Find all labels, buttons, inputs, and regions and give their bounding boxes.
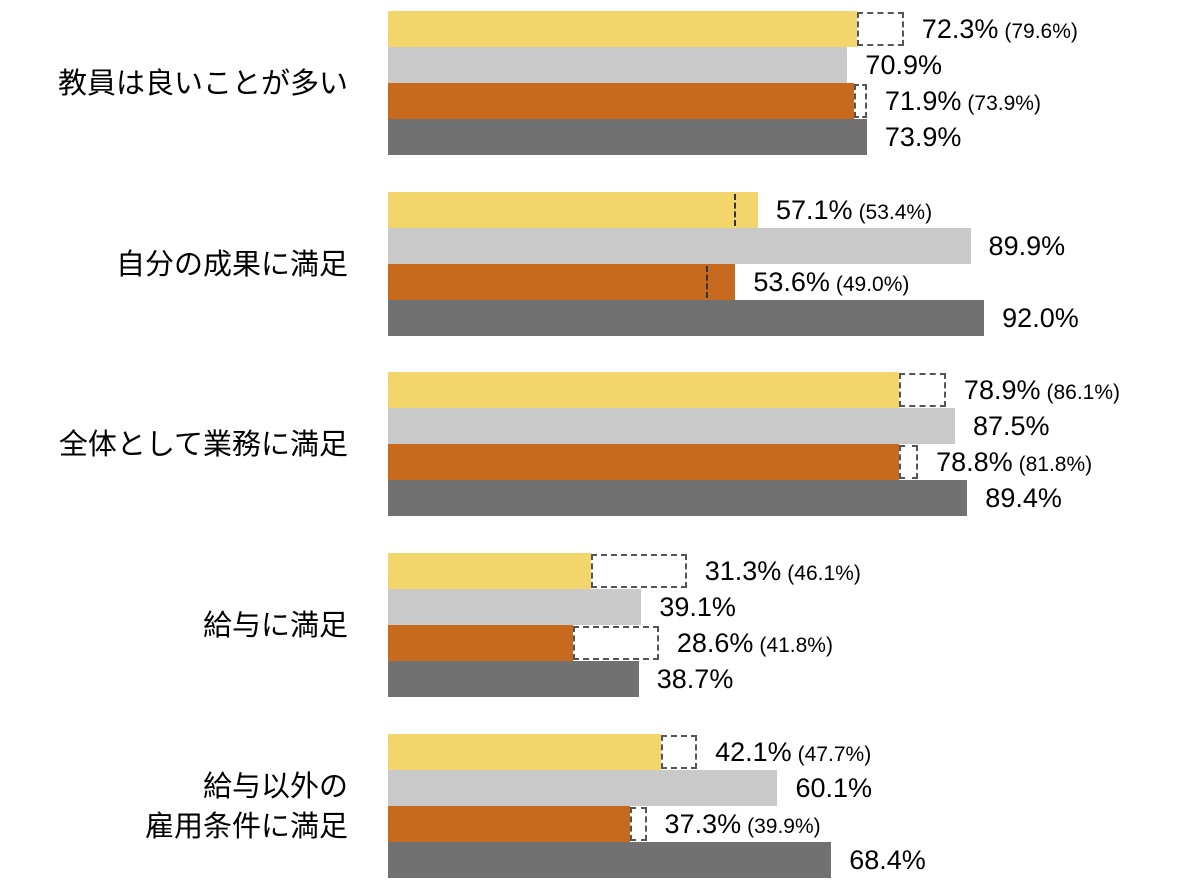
value-label: 31.3% (46.1%) xyxy=(705,553,861,592)
bar xyxy=(388,480,968,517)
value-text: 78.8% xyxy=(936,447,1013,478)
bar xyxy=(388,769,778,806)
category-label: 全体として業務に満足 xyxy=(58,427,348,462)
value-text: 39.1% xyxy=(659,592,736,623)
bar xyxy=(388,553,591,590)
bar xyxy=(388,661,639,698)
category-label: 自分の成果に満足 xyxy=(115,246,348,281)
value-label: 89.9% xyxy=(989,228,1066,264)
bar xyxy=(388,11,857,47)
bar xyxy=(388,841,832,878)
category-label: 給与以外の 雇用条件に満足 xyxy=(144,768,348,843)
reference-value-text: (86.1%) xyxy=(1046,381,1121,405)
value-text: 87.5% xyxy=(973,411,1050,442)
reference-value-text: (81.8%) xyxy=(1018,453,1093,477)
value-text: 89.4% xyxy=(985,483,1062,514)
value-label: 72.3% (79.6%) xyxy=(922,11,1078,50)
value-label: 78.9% (86.1%) xyxy=(964,372,1120,411)
value-text: 92.0% xyxy=(1002,302,1079,333)
reference-value-text: (39.9%) xyxy=(747,814,821,838)
value-label: 39.1% xyxy=(659,589,736,625)
bar xyxy=(388,372,900,409)
value-label: 73.9% xyxy=(885,119,962,155)
value-label: 42.1% (47.7%) xyxy=(715,734,871,773)
value-text: 28.6% xyxy=(676,628,754,659)
value-label: 38.7% xyxy=(657,661,734,697)
category-label: 教員は良いことが多い xyxy=(57,66,348,100)
value-label: 57.1% (53.4%) xyxy=(776,192,932,231)
value-text: 37.3% xyxy=(664,808,742,839)
bar xyxy=(388,589,642,626)
value-label: 78.8% (81.8%) xyxy=(936,444,1092,483)
value-label: 68.4% xyxy=(849,842,926,878)
value-label: 71.9% (73.9%) xyxy=(885,83,1041,122)
bar xyxy=(388,299,985,336)
bar xyxy=(388,227,971,264)
value-label: 60.1% xyxy=(795,770,872,806)
value-text: 31.3% xyxy=(704,556,782,587)
reference-box xyxy=(629,806,647,841)
reference-value-text: (53.4%) xyxy=(858,200,933,224)
bar xyxy=(388,408,955,445)
value-text: 53.6% xyxy=(753,266,830,297)
value-text: 68.4% xyxy=(849,844,926,875)
value-text: 60.1% xyxy=(795,772,872,803)
value-label: 87.5% xyxy=(973,408,1050,444)
value-text: 73.9% xyxy=(884,122,962,152)
reference-value-text: (41.8%) xyxy=(759,634,833,658)
reference-value-text: (49.0%) xyxy=(835,272,910,296)
value-text: 42.1% xyxy=(715,736,792,767)
reference-value-text: (73.9%) xyxy=(967,92,1041,115)
reference-box xyxy=(660,734,698,769)
value-text: 72.3% xyxy=(921,14,999,44)
bar xyxy=(388,444,899,481)
bar xyxy=(388,263,736,300)
value-text: 71.9% xyxy=(884,86,962,116)
bar xyxy=(388,191,758,228)
value-text: 70.9% xyxy=(865,50,942,80)
bar xyxy=(388,119,867,155)
reference-box xyxy=(899,373,946,408)
reference-box xyxy=(573,626,659,661)
category-label: 給与に満足 xyxy=(202,608,348,643)
bar xyxy=(388,83,854,119)
value-text: 78.9% xyxy=(963,375,1041,406)
value-label: 53.6% (49.0%) xyxy=(753,264,909,303)
bar xyxy=(388,733,661,770)
value-text: 38.7% xyxy=(656,664,734,695)
reference-box xyxy=(590,554,687,589)
bar xyxy=(388,625,574,662)
reference-line xyxy=(734,193,737,226)
bar xyxy=(388,47,848,83)
value-label: 70.9% xyxy=(865,47,942,83)
value-text: 89.9% xyxy=(988,230,1066,261)
reference-box xyxy=(898,445,919,480)
reference-line xyxy=(705,265,708,298)
reference-value-text: (79.6%) xyxy=(1004,20,1078,43)
value-label: 28.6% (41.8%) xyxy=(677,625,833,664)
reference-box xyxy=(856,12,904,46)
value-label: 89.4% xyxy=(985,480,1062,516)
bar xyxy=(388,805,630,842)
reference-box xyxy=(853,84,867,118)
reference-value-text: (46.1%) xyxy=(787,562,861,586)
value-label: 37.3% (39.9%) xyxy=(665,806,821,845)
value-label: 92.0% xyxy=(1002,300,1079,336)
value-text: 57.1% xyxy=(776,194,853,225)
reference-value-text: (47.7%) xyxy=(797,742,872,766)
